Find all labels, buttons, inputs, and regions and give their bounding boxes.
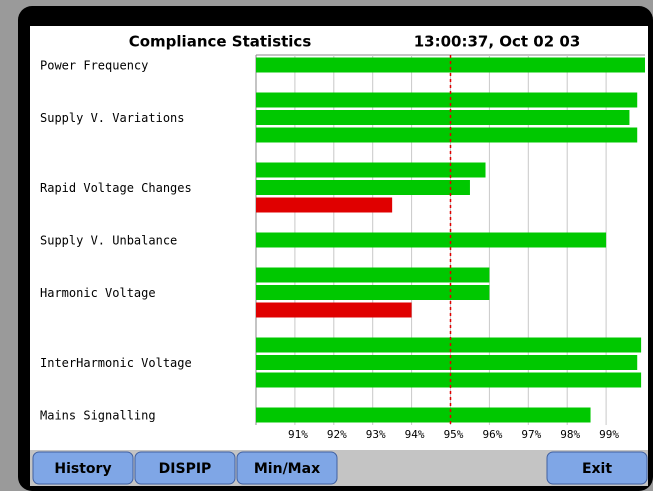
title: Compliance Statistics xyxy=(129,33,312,51)
bar xyxy=(256,110,630,125)
x-tick-label: 98% xyxy=(560,428,580,441)
button-label: Exit xyxy=(582,461,612,477)
bar xyxy=(256,127,638,143)
x-tick-label: 91% xyxy=(288,428,308,441)
category-label: Supply V. Variations xyxy=(40,111,185,125)
category-label: InterHarmonic Voltage xyxy=(40,356,192,370)
bar xyxy=(256,267,490,283)
bar xyxy=(256,197,393,213)
bar xyxy=(256,162,486,178)
button-face xyxy=(546,451,648,485)
x-tick-label: 99% xyxy=(599,428,619,441)
button-face xyxy=(236,451,338,485)
category-label: Mains Signalling xyxy=(40,409,156,423)
category-label: Rapid Voltage Changes xyxy=(40,181,192,195)
bar xyxy=(256,57,645,73)
bar xyxy=(256,407,591,423)
bar xyxy=(256,302,412,318)
button-label: DISPIP xyxy=(159,461,212,477)
bar xyxy=(256,372,642,388)
category-label: Harmonic Voltage xyxy=(40,286,156,300)
bar xyxy=(256,355,638,370)
x-tick-label: 95% xyxy=(444,428,464,441)
category-label: Power Frequency xyxy=(40,59,148,73)
button[interactable]: DISPIP xyxy=(134,451,236,485)
button-label: Min/Max xyxy=(254,461,320,477)
button[interactable]: History xyxy=(32,451,134,485)
bar xyxy=(256,285,490,300)
button-face xyxy=(134,451,236,485)
button-label: History xyxy=(54,461,111,477)
datetime: 13:00:37, Oct 02 03 xyxy=(414,33,581,51)
x-tick-label: 94% xyxy=(405,428,425,441)
x-tick-label: 93% xyxy=(366,428,386,441)
category-label: Supply V. Unbalance xyxy=(40,234,177,248)
x-tick-label: 96% xyxy=(482,428,502,441)
bar xyxy=(256,180,470,195)
bar xyxy=(256,337,642,353)
plot: 91% 92% 93% 94% 95% 96% 97% 98% 99% Power Frequen… xyxy=(40,54,645,441)
x-tick-label: 92% xyxy=(327,428,347,441)
button[interactable]: Exit xyxy=(546,451,648,485)
x-tick-label: 97% xyxy=(521,428,541,441)
buttons: History DISPIP Min/Max Exit xyxy=(32,451,648,485)
button[interactable]: Min/Max xyxy=(236,451,338,485)
bar xyxy=(256,232,607,248)
bar xyxy=(256,92,638,108)
button-face xyxy=(32,451,134,485)
